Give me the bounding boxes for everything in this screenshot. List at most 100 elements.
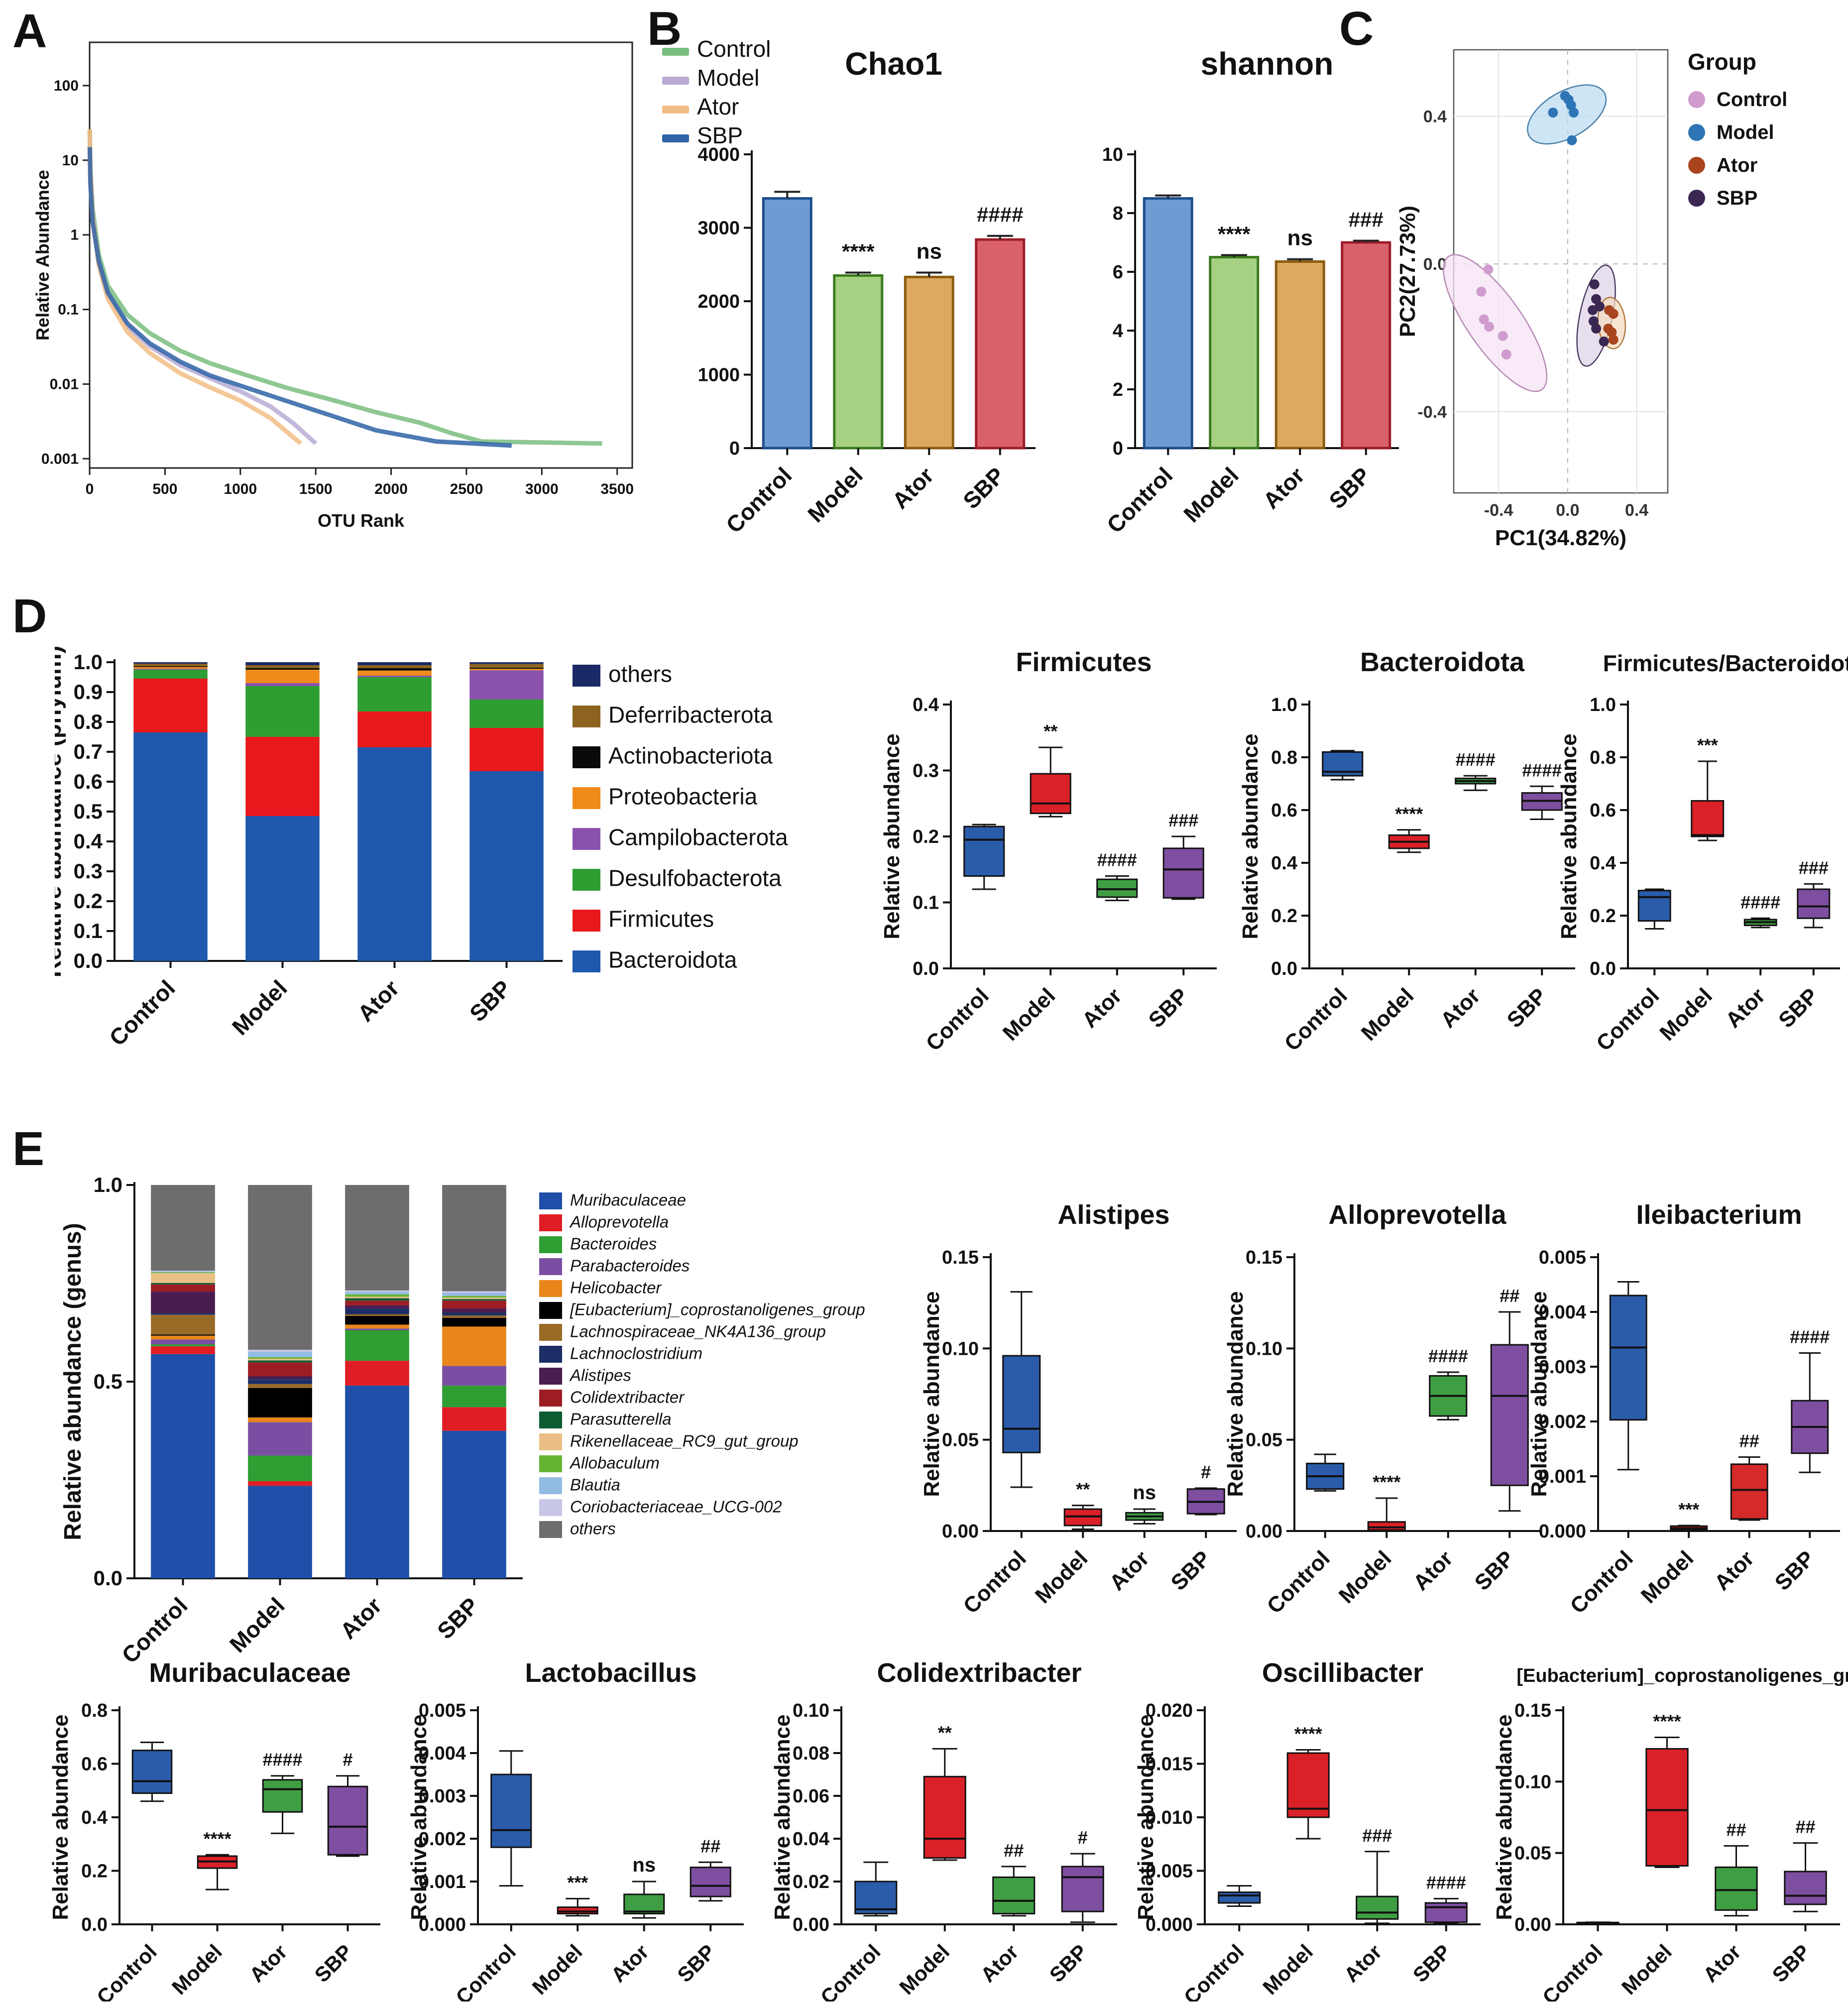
svg-text:####: #### bbox=[1790, 1327, 1830, 1347]
svg-text:SBP: SBP bbox=[1144, 983, 1193, 1033]
svg-text:##: ## bbox=[700, 1836, 720, 1856]
svg-text:####: #### bbox=[977, 203, 1023, 227]
svg-text:0.5: 0.5 bbox=[74, 800, 103, 823]
phylum-stacked-bar: 0.0 0.1 0.2 0.3 0.4 0.5 0.6 0.7 0.8 0.9 1.0 Relativ… bbox=[40, 625, 851, 1068]
svg-text:Control: Control bbox=[697, 36, 771, 62]
svg-text:Relative abundance: Relative abundance bbox=[407, 1714, 431, 1920]
svg-text:###: ### bbox=[1362, 1825, 1392, 1846]
svg-text:0.020: 0.020 bbox=[1146, 1700, 1193, 1721]
svg-text:Bacteroidota: Bacteroidota bbox=[1360, 647, 1525, 677]
svg-text:4: 4 bbox=[1113, 321, 1123, 342]
svg-text:Helicobacter: Helicobacter bbox=[570, 1279, 662, 1297]
svg-text:Oscillibacter: Oscillibacter bbox=[1262, 1658, 1423, 1688]
svg-text:1: 1 bbox=[70, 227, 79, 243]
svg-text:Model: Model bbox=[1717, 121, 1774, 143]
svg-text:0.00: 0.00 bbox=[942, 1521, 979, 1542]
alloprevotella-boxplot: Alloprevotella 0.00 0.05 0.10 0.15 Relative a… bbox=[1220, 1195, 1548, 1623]
svg-text:Model: Model bbox=[1031, 1546, 1093, 1608]
svg-text:0.000: 0.000 bbox=[419, 1914, 466, 1935]
svg-text:-0.4: -0.4 bbox=[1417, 403, 1447, 422]
svg-text:Parabacteroides: Parabacteroides bbox=[570, 1257, 690, 1275]
svg-text:0.15: 0.15 bbox=[1246, 1247, 1282, 1268]
svg-text:Model: Model bbox=[1636, 1546, 1699, 1608]
svg-text:1.0: 1.0 bbox=[1271, 695, 1297, 715]
svg-text:PC1(34.82%): PC1(34.82%) bbox=[1495, 526, 1626, 550]
svg-text:0.005: 0.005 bbox=[1539, 1247, 1586, 1268]
genus-stacked-bar: 0.0 0.5 1.0 Relative abundance (genus) Contr… bbox=[60, 1155, 936, 1673]
svg-text:1500: 1500 bbox=[299, 481, 333, 497]
svg-text:Model: Model bbox=[227, 975, 292, 1040]
svg-text:0: 0 bbox=[729, 438, 740, 459]
svg-text:***: *** bbox=[567, 1872, 588, 1892]
svg-text:0.0: 0.0 bbox=[1556, 501, 1579, 520]
svg-text:Colidextribacter: Colidextribacter bbox=[570, 1388, 685, 1407]
svg-text:0.4: 0.4 bbox=[74, 829, 103, 853]
svg-text:Bacteroides: Bacteroides bbox=[570, 1235, 657, 1253]
svg-text:##: ## bbox=[1500, 1286, 1519, 1306]
svg-text:Model: Model bbox=[1258, 1940, 1317, 1999]
svg-text:Control: Control bbox=[1263, 1546, 1335, 1618]
svg-text:0.3: 0.3 bbox=[74, 859, 103, 883]
svg-text:Group: Group bbox=[1688, 49, 1756, 75]
svg-text:SBP: SBP bbox=[1717, 187, 1757, 209]
svg-text:**: ** bbox=[1043, 721, 1057, 741]
panel-label-e: E bbox=[12, 1122, 45, 1176]
svg-text:Control: Control bbox=[959, 1546, 1031, 1618]
svg-text:##: ## bbox=[1726, 1819, 1746, 1840]
svg-text:ns: ns bbox=[1133, 1482, 1156, 1504]
svg-text:Relative abundance: Relative abundance bbox=[1557, 733, 1581, 939]
svg-text:Control: Control bbox=[1717, 89, 1787, 111]
svg-text:0.004: 0.004 bbox=[419, 1743, 466, 1764]
svg-text:4000: 4000 bbox=[697, 144, 740, 165]
svg-text:Control: Control bbox=[1538, 1940, 1607, 2002]
svg-text:SBP: SBP bbox=[464, 975, 516, 1027]
svg-text:Firmicutes: Firmicutes bbox=[1016, 647, 1152, 677]
svg-text:Model: Model bbox=[225, 1592, 290, 1657]
svg-text:Model: Model bbox=[1334, 1546, 1396, 1608]
svg-text:0.5: 0.5 bbox=[94, 1370, 122, 1393]
svg-text:Alistipes: Alistipes bbox=[569, 1366, 631, 1385]
svg-text:Model: Model bbox=[1617, 1940, 1676, 1999]
svg-text:Muribaculaceae: Muribaculaceae bbox=[149, 1658, 350, 1688]
svg-text:shannon: shannon bbox=[1201, 46, 1334, 82]
svg-text:0.0: 0.0 bbox=[1271, 958, 1297, 979]
svg-text:SBP: SBP bbox=[958, 462, 1010, 514]
svg-text:SBP: SBP bbox=[1470, 1546, 1519, 1595]
eubacterium-coprostanoligenes-boxplot: [Eubacterium]_coprostanoligenes_group 0.0… bbox=[1489, 1653, 1848, 2004]
svg-text:Control: Control bbox=[1179, 1940, 1249, 2002]
svg-text:Ator: Ator bbox=[976, 1940, 1023, 1987]
svg-text:SBP: SBP bbox=[1770, 1546, 1820, 1595]
svg-text:0.15: 0.15 bbox=[1514, 1700, 1551, 1721]
svg-text:Coriobacteriaceae_UCG-002: Coriobacteriaceae_UCG-002 bbox=[570, 1498, 782, 1516]
svg-text:0.8: 0.8 bbox=[1271, 747, 1297, 768]
svg-text:SBP: SBP bbox=[697, 122, 743, 148]
svg-text:0.10: 0.10 bbox=[1514, 1771, 1551, 1792]
muribaculaceae-boxplot: Muribaculaceae 0.0 0.2 0.4 0.6 0.8 Relative ab… bbox=[45, 1653, 388, 2004]
svg-text:Ator: Ator bbox=[1339, 1940, 1386, 1987]
svg-text:0.05: 0.05 bbox=[1246, 1430, 1282, 1451]
svg-text:PC2(27.73%): PC2(27.73%) bbox=[1395, 206, 1420, 337]
svg-text:1.0: 1.0 bbox=[94, 1173, 122, 1196]
svg-text:Chao1: Chao1 bbox=[845, 46, 942, 82]
colidextribacter-boxplot: Colidextribacter 0.00 0.02 0.04 0.06 0.08 0.10… bbox=[767, 1653, 1125, 2004]
svg-text:Ator: Ator bbox=[245, 1940, 292, 1987]
svg-text:0.8: 0.8 bbox=[74, 710, 103, 733]
svg-text:Relative abundance: Relative abundance bbox=[1223, 1291, 1248, 1497]
svg-text:####: #### bbox=[1426, 1872, 1466, 1892]
svg-text:Colidextribacter: Colidextribacter bbox=[877, 1658, 1081, 1688]
svg-text:Control: Control bbox=[1280, 983, 1352, 1056]
svg-text:1.0: 1.0 bbox=[74, 650, 103, 674]
svg-text:6: 6 bbox=[1113, 262, 1123, 283]
svg-text:Ator: Ator bbox=[887, 462, 939, 514]
svg-text:Control: Control bbox=[1566, 1546, 1638, 1618]
svg-text:1000: 1000 bbox=[697, 365, 740, 386]
svg-text:Desulfobacterota: Desulfobacterota bbox=[608, 865, 782, 891]
svg-text:0.4: 0.4 bbox=[1423, 108, 1447, 126]
svg-text:Alloprevotella: Alloprevotella bbox=[1328, 1200, 1506, 1230]
svg-text:0.10: 0.10 bbox=[942, 1338, 979, 1359]
svg-text:Ator: Ator bbox=[1699, 1940, 1745, 1987]
svg-text:0.2: 0.2 bbox=[1590, 906, 1616, 927]
svg-text:0.4: 0.4 bbox=[1625, 501, 1648, 520]
svg-text:Firmicutes/Bacteroidota: Firmicutes/Bacteroidota bbox=[1603, 650, 1848, 676]
svg-text:SBP: SBP bbox=[1768, 1940, 1815, 1987]
